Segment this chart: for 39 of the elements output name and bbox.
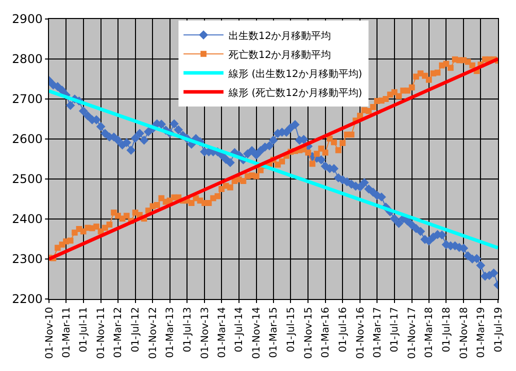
x-tick-label: 01-Nov-10 bbox=[44, 307, 56, 359]
y-tick-label: 2600 bbox=[12, 132, 43, 146]
legend-label: 線形 (死亡数12か月移動平均) bbox=[228, 86, 362, 99]
y-tick-label: 2900 bbox=[12, 12, 43, 26]
y-tick-label: 2500 bbox=[12, 172, 43, 186]
x-tick-label: 01-Jul-19 bbox=[493, 307, 504, 352]
x-tick-label: 01-Jul-15 bbox=[286, 307, 297, 352]
x-tick-label: 01-Nov-11 bbox=[96, 307, 108, 359]
x-tick-label: 01-Mar-19 bbox=[476, 307, 487, 358]
y-tick-label: 2200 bbox=[12, 292, 43, 306]
legend-label: 死亡数12か月移動平均 bbox=[228, 48, 332, 61]
legend-label: 線形 (出生数12か月移動平均) bbox=[228, 68, 362, 80]
x-tick-label: 01-Nov-18 bbox=[458, 307, 470, 359]
x-tick-label: 01-Mar-13 bbox=[165, 307, 176, 358]
x-tick-label: 01-Jul-16 bbox=[338, 307, 349, 352]
x-tick-label: 01-Nov-12 bbox=[148, 307, 159, 359]
y-tick-label: 2700 bbox=[12, 92, 43, 106]
x-tick-label: 01-Jul-13 bbox=[182, 307, 194, 352]
legend-label: 出生数12か月移動平均 bbox=[228, 30, 332, 42]
y-tick-label: 2400 bbox=[12, 212, 43, 226]
x-tick-label: 01-Mar-17 bbox=[372, 307, 384, 358]
x-tick-label: 01-Mar-11 bbox=[61, 307, 72, 358]
x-tick-label: 01-Jul-14 bbox=[234, 307, 246, 352]
x-tick-label: 01-Nov-15 bbox=[303, 307, 314, 359]
x-tick-label: 01-Mar-16 bbox=[320, 307, 332, 358]
x-tick-label: 01-Nov-17 bbox=[407, 307, 418, 359]
x-tick-label: 01-Mar-18 bbox=[424, 307, 436, 358]
x-tick-label: 01-Mar-15 bbox=[268, 307, 280, 358]
y-tick-label: 2300 bbox=[12, 252, 43, 266]
x-tick-label: 01-Nov-14 bbox=[252, 307, 263, 359]
x-tick-label: 01-Jul-18 bbox=[441, 307, 452, 352]
x-tick-label: 01-Mar-14 bbox=[216, 307, 228, 358]
x-tick-label: 01-Nov-13 bbox=[200, 307, 211, 359]
y-tick-label: 2800 bbox=[12, 52, 43, 66]
x-tick-label: 01-Jul-17 bbox=[390, 307, 401, 352]
x-tick-label: 01-Nov-16 bbox=[355, 307, 366, 359]
x-tick-label: 01-Mar-12 bbox=[113, 307, 124, 358]
x-tick-label: 01-Jul-11 bbox=[78, 307, 90, 352]
x-tick-label: 01-Jul-12 bbox=[130, 307, 142, 352]
